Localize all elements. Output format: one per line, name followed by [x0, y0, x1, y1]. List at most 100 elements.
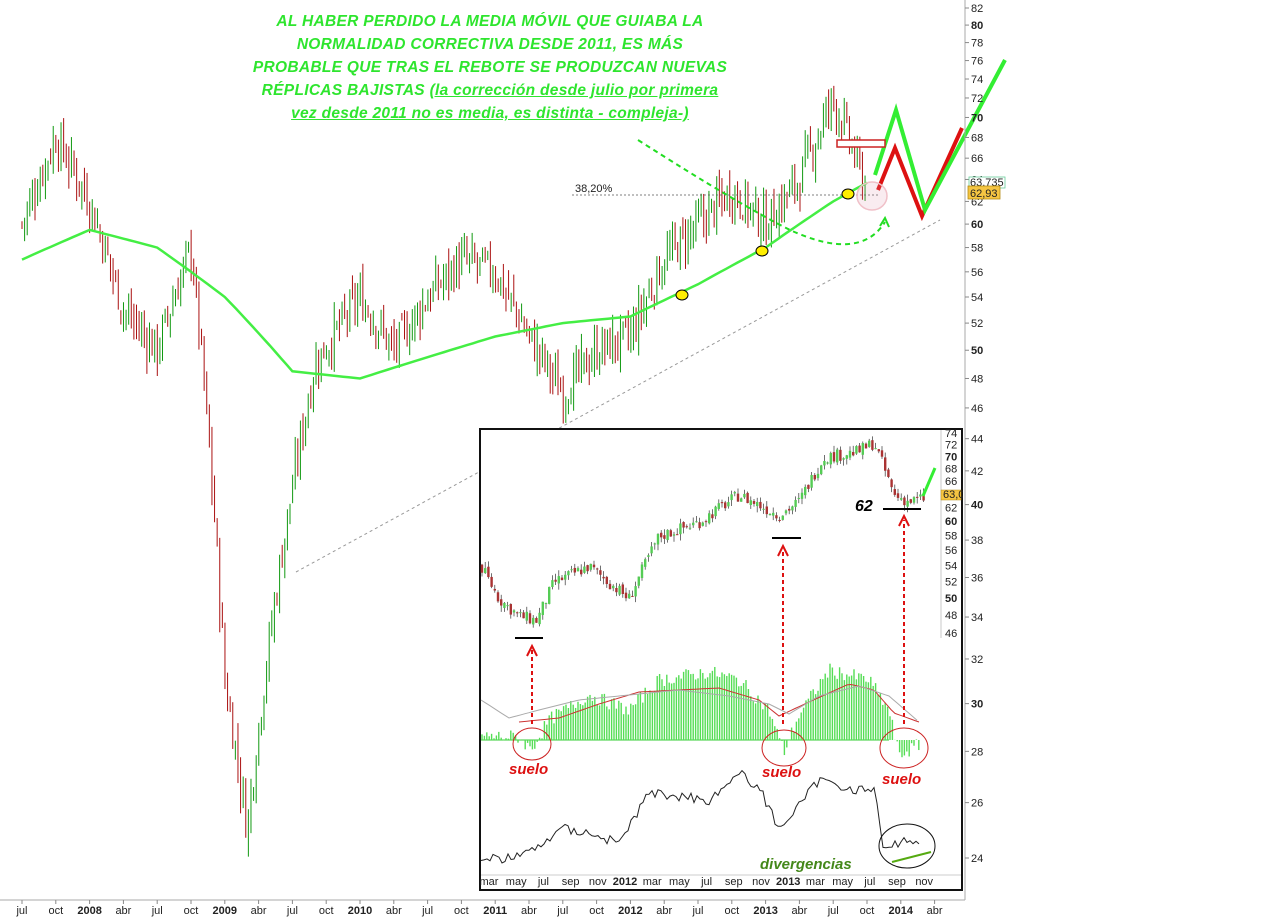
- x-tick-label: jul: [827, 905, 839, 917]
- inset-bottom-line: [480, 769, 920, 864]
- inset-candle-body: [816, 473, 820, 479]
- x-tick-label: oct: [319, 905, 334, 917]
- y-tick-label: 26: [971, 798, 983, 810]
- divergence-circle: [878, 823, 936, 869]
- y-tick-label: 44: [971, 434, 983, 446]
- inset-value-label: 63,0: [943, 489, 963, 501]
- inset-oscillator-line: [518, 683, 920, 723]
- inset-candle-body: [740, 498, 743, 502]
- inset-candle-body: [487, 566, 490, 578]
- inset-candle-body: [660, 532, 663, 538]
- inset-y-tick-label: 68: [945, 464, 957, 476]
- inset-y-tick-label: 74: [945, 428, 957, 440]
- inset-candle-body: [685, 526, 688, 528]
- inset-candle-body: [647, 555, 650, 557]
- inset-x-tick-label: sep: [562, 876, 580, 888]
- inset-candle-body: [672, 534, 676, 536]
- x-tick-label: abr: [386, 905, 402, 917]
- inset-y-tick-label: 72: [945, 440, 957, 452]
- inset-x-tick-label: mar: [643, 876, 662, 888]
- inset-candle-body: [855, 446, 858, 454]
- inset-candle-body: [560, 577, 564, 581]
- inset-candle-body: [893, 489, 896, 495]
- inset-candle-body: [906, 500, 909, 507]
- y-tick-label: 46: [971, 403, 983, 415]
- annotation-line-3: PROBABLE QUE TRAS EL REBOTE SE PRODUZCAN…: [252, 59, 728, 76]
- inset-y-tick-label: 56: [945, 545, 957, 557]
- y-tick-label: 28: [971, 746, 983, 758]
- inset-candle-body: [583, 566, 586, 573]
- inset-candle-body: [730, 494, 733, 501]
- inset-y-tick-label: 60: [945, 516, 957, 528]
- inset-candle-body: [781, 515, 784, 520]
- x-tick-label: oct: [724, 905, 739, 917]
- inset-x-tick-label: sep: [888, 876, 906, 888]
- inset-candle-body: [509, 604, 512, 615]
- y-tick-label: 78: [971, 38, 983, 50]
- inset-candle-body: [644, 559, 647, 567]
- suelo-circle-1: [512, 727, 552, 761]
- inset-candle-body: [820, 465, 823, 475]
- inset-candle-body: [900, 498, 903, 500]
- inset-x-tick-label: 2013: [776, 876, 800, 888]
- inset-candle-body: [762, 508, 765, 510]
- inset-x-axis: mar may jul sep nov 2012 mar may jul sep nov 2013 ma…: [480, 874, 961, 888]
- y-tick-label: 54: [971, 292, 983, 304]
- inset-candle-body: [727, 502, 730, 507]
- x-tick-label: oct: [454, 905, 469, 917]
- inset-candle-body: [541, 601, 544, 616]
- inset-candle-body: [640, 564, 644, 579]
- y-tick-label: 76: [971, 56, 983, 68]
- inset-candle-body: [535, 617, 538, 623]
- inset-candle-body: [807, 484, 810, 489]
- y-tick-label: 56: [971, 267, 983, 279]
- inset-candle-body: [682, 522, 685, 528]
- inset-candle-body: [586, 565, 589, 572]
- suelo-label-3: suelo: [882, 771, 921, 788]
- inset-y-tick-label: 66: [945, 476, 957, 488]
- x-tick-label: jul: [15, 905, 27, 917]
- y-tick-label: 42: [971, 466, 983, 478]
- y-tick-label: 38: [971, 535, 983, 547]
- y-tick-label: 62: [971, 196, 983, 208]
- inset-candle-body: [573, 567, 576, 573]
- x-tick-label: 2010: [348, 905, 372, 917]
- inset-candle-body: [800, 492, 804, 499]
- x-tick-label: jul: [286, 905, 298, 917]
- inset-x-tick-label: nov: [752, 876, 770, 888]
- inset-candle-body: [829, 453, 832, 465]
- y-tick-label: 70: [971, 112, 983, 124]
- inset-y-tick-label: 48: [945, 610, 957, 622]
- inset-candle-body: [666, 529, 669, 541]
- inset-candle-body: [903, 497, 906, 506]
- projection-arrow: [879, 215, 890, 228]
- annotation-line-4: RÉPLICAS BAJISTAS (la corrección desde j…: [180, 79, 800, 102]
- x-tick-label: 2012: [618, 905, 642, 917]
- y-tick-label: 68: [971, 133, 983, 145]
- y-tick-label: 40: [971, 500, 983, 512]
- y-tick-label: 52: [971, 318, 983, 330]
- inset-candle-body: [506, 605, 509, 607]
- divergencias-label: divergencias: [760, 856, 852, 873]
- inset-candle-body: [708, 513, 711, 524]
- inset-candle-body: [733, 492, 736, 494]
- projection-curve: [637, 139, 886, 246]
- inset-candle-body: [858, 445, 861, 453]
- inset-candle-body: [631, 595, 634, 597]
- inset-candle-body: [615, 588, 618, 593]
- inset-candle-body: [656, 533, 660, 545]
- inset-candle-body: [503, 602, 506, 608]
- inset-candle-body: [720, 502, 724, 504]
- inset-candle-body: [714, 506, 717, 517]
- inset-candle-body: [512, 610, 516, 613]
- inset-candle-body: [596, 568, 599, 570]
- inset-candle-body: [826, 462, 829, 464]
- inset-candle-body: [791, 506, 794, 511]
- x-tick-label: 2013: [753, 905, 777, 917]
- annotation-line-5-text: vez desde 2011 no es media, es distinta …: [291, 105, 689, 122]
- x-axis: jul oct 2008 abr jul oct 2009 abr jul oct 2010 abr j…: [0, 899, 965, 917]
- inset-y-tick-label: 54: [945, 561, 957, 573]
- x-tick-label: 2014: [889, 905, 914, 917]
- inset-candle-body: [695, 521, 698, 523]
- inset-candle-body: [698, 522, 701, 529]
